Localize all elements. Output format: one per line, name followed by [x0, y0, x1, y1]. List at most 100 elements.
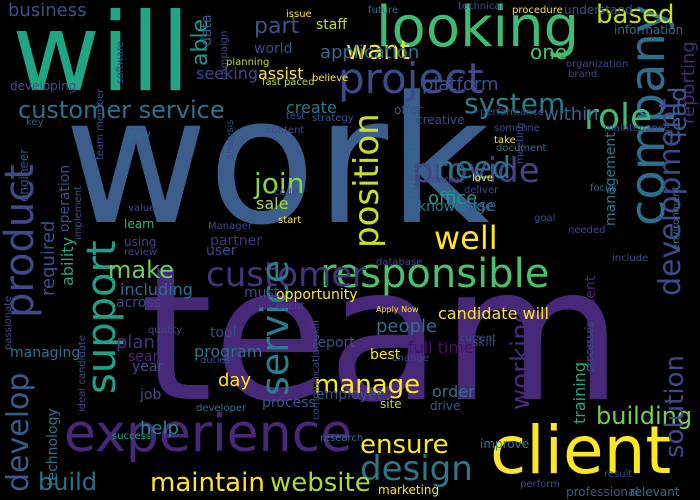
word-looking: looking	[376, 0, 580, 60]
word-management: management	[603, 132, 619, 226]
word-goal: goal	[534, 213, 556, 224]
word-research: research	[320, 433, 364, 444]
word-analysis: analysis	[225, 119, 236, 161]
word-believe: believe	[312, 73, 349, 84]
word-plan: plan	[116, 332, 155, 353]
word-experience: experience	[64, 404, 353, 464]
word-best: best	[370, 347, 401, 363]
word-client: client	[490, 412, 672, 489]
word-responsible: responsible	[320, 251, 550, 297]
word-managing: managing	[10, 345, 81, 361]
word-developing: developing	[10, 79, 77, 93]
word-planning: planning	[226, 57, 270, 68]
word-review: review	[124, 247, 158, 258]
word-start: start	[278, 215, 302, 226]
word-maintain: maintain	[150, 468, 265, 498]
word-world: world	[254, 41, 293, 57]
word-people: people	[376, 316, 438, 337]
word-day: day	[218, 370, 252, 391]
word-understand: understand	[564, 3, 633, 17]
word-operation: operation	[57, 164, 73, 232]
word-well: well	[434, 219, 498, 257]
word-software: software	[115, 41, 126, 84]
word-building: building	[596, 402, 693, 430]
word-needed: needed	[568, 225, 606, 236]
word-make: make	[108, 256, 174, 284]
word-processes: processes	[585, 322, 596, 372]
word-perform: perform	[520, 479, 560, 490]
word-implement: implement	[73, 186, 84, 240]
word-content: content	[266, 125, 305, 136]
word-offer: offer	[394, 103, 422, 117]
word-communication-skill: communication skill	[311, 320, 322, 420]
word-code: code	[274, 187, 299, 198]
word-customer: customer	[206, 255, 367, 295]
word-want: want	[346, 36, 410, 66]
word-maintenance: maintenance	[604, 123, 670, 134]
word-within: within	[544, 104, 599, 125]
word-report: report	[312, 335, 355, 351]
word-value: value	[128, 203, 156, 214]
word-brand: brand	[568, 69, 598, 80]
word-seeking: seeking	[196, 64, 259, 83]
word-focus: focus	[590, 183, 617, 194]
word-tool: tool	[210, 325, 237, 341]
word-must: must	[244, 285, 280, 301]
word-position: position	[347, 113, 387, 248]
word-help: help	[140, 418, 179, 439]
word-business: business	[8, 0, 87, 21]
word-service: service	[253, 259, 297, 396]
word-test: test	[286, 111, 306, 122]
word-platform: platform	[422, 74, 499, 95]
word-one: one	[530, 40, 568, 64]
word-include: include	[612, 253, 649, 264]
word-work: work	[64, 59, 490, 264]
word-skill: skill	[472, 335, 496, 349]
word-current: current	[460, 333, 497, 344]
word-document: document	[496, 143, 547, 154]
word-relevant: relevant	[630, 485, 680, 499]
word-learn: learn	[124, 217, 155, 231]
word-take: take	[494, 135, 516, 146]
word-application: application	[320, 42, 420, 63]
word-procedure: procedure	[512, 5, 563, 16]
word-part: part	[254, 14, 300, 39]
word-site: site	[380, 397, 402, 411]
word-duties: duties	[200, 355, 231, 366]
word-technology: technology	[45, 408, 61, 486]
word-staff: staff	[316, 17, 348, 33]
word-ensure: ensure	[360, 430, 449, 460]
word-ability: ability	[58, 236, 77, 286]
word-will: will	[12, 0, 191, 116]
word-system: system	[464, 87, 566, 120]
word-meeting: meeting	[515, 122, 526, 164]
word-key: key	[26, 117, 44, 128]
word-assist: assist	[258, 64, 304, 83]
word-developer: developer	[196, 403, 247, 414]
word-required: required	[38, 220, 59, 296]
word-apply-now: Apply Now	[376, 305, 419, 314]
word-user: user	[206, 243, 237, 259]
word-database: database	[376, 257, 423, 268]
word-need: need	[436, 151, 511, 186]
word-office: office	[428, 188, 478, 209]
word-someone: someone	[494, 123, 540, 134]
word-data: data	[199, 14, 215, 46]
word-sale: sale	[256, 194, 289, 213]
word-partner: partner	[210, 233, 262, 249]
word-program: program	[194, 342, 263, 361]
word-technical: technical	[458, 1, 504, 12]
word-job: job	[140, 387, 162, 403]
word-manage: manage	[314, 370, 421, 400]
word-creative: creative	[416, 113, 465, 127]
word-customer-service: customer service	[18, 96, 225, 124]
word-across: across	[116, 295, 161, 311]
word-join: join	[254, 167, 305, 200]
word-knowledge: knowledge	[418, 199, 494, 215]
word-reporting: reporting	[678, 41, 699, 124]
word-candidate-will: candidate will	[438, 304, 549, 323]
word-deliver: deliver	[464, 185, 499, 196]
word-team: team	[140, 226, 623, 443]
word-order: order	[432, 382, 475, 401]
